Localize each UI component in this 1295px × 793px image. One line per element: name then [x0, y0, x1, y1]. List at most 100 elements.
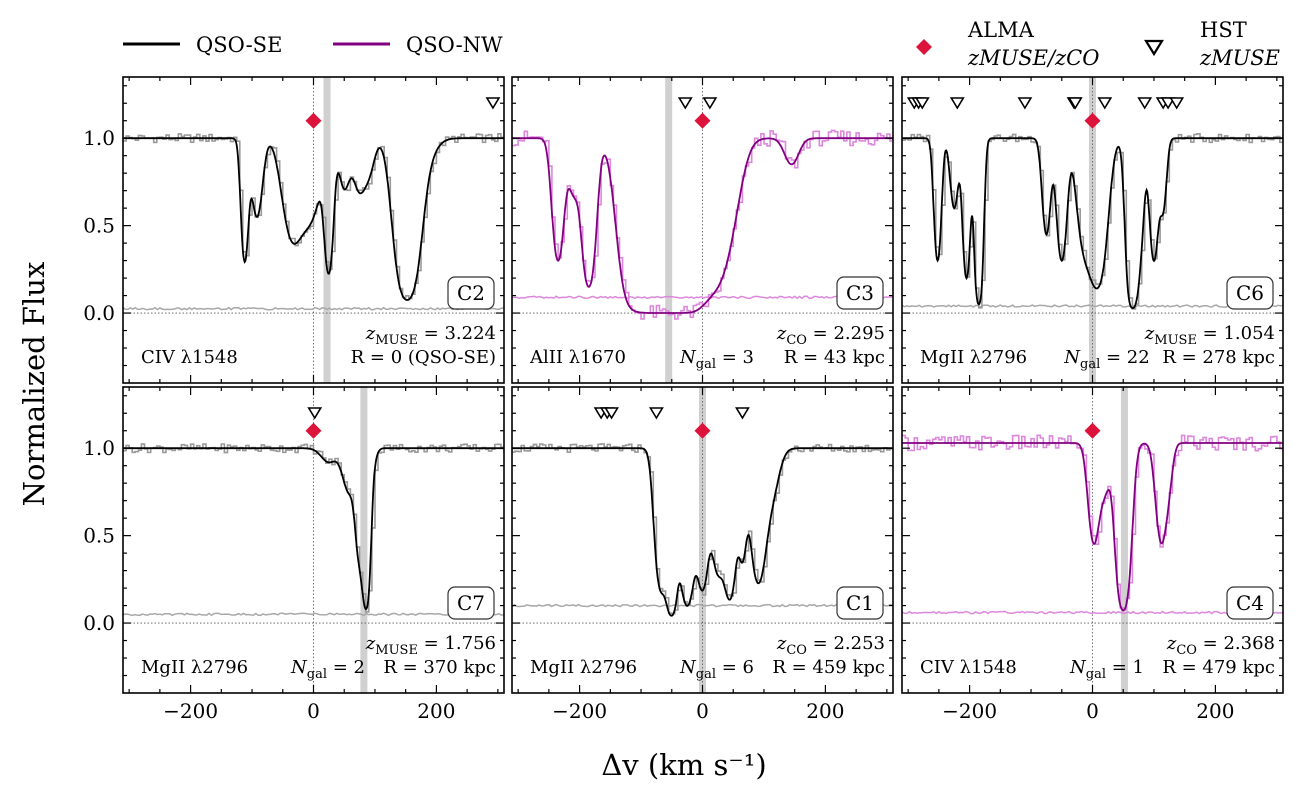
model-fit: [123, 137, 504, 301]
transition-label: MgII λ2796: [141, 657, 248, 678]
panel-id-label: C7: [457, 591, 485, 615]
panel-id-label: C6: [1236, 281, 1264, 305]
hst-marker: [949, 97, 965, 110]
hst-marker: [735, 407, 750, 420]
error-spectrum: [123, 306, 504, 311]
legend-alma-title: ALMA: [967, 18, 1035, 42]
alma-marker: [694, 422, 711, 439]
hst-marker: [702, 97, 718, 110]
panel-plot-area: [512, 77, 893, 383]
velocity-shade: [665, 77, 673, 383]
transition-label: CIV λ1548: [920, 657, 1017, 678]
y-tick-label: 1.0: [83, 126, 115, 150]
y-tick-label: 0.0: [83, 611, 115, 635]
x-tick-label: −200: [163, 699, 218, 723]
hst-marker: [1017, 97, 1033, 110]
panel-id-box: [836, 276, 884, 310]
legend-hst-title: HST: [1200, 18, 1247, 42]
hst-marker: [1137, 97, 1153, 110]
hst-marker: [1067, 97, 1083, 110]
panel-plot-area: [902, 387, 1283, 693]
hst-triangle-icon: [1144, 39, 1164, 57]
alma-marker: [305, 112, 322, 129]
alma-marker: [1084, 112, 1101, 129]
y-tick-label: 0.0: [83, 301, 115, 325]
panel-id-box: [1226, 276, 1274, 310]
legend: QSO-SE QSO-NW ALMA zMUSE/zCO HST zMUSE: [123, 18, 1280, 70]
error-spectrum: [902, 610, 1283, 615]
error-spectrum: [512, 603, 893, 608]
panel-id-label: C4: [1236, 591, 1264, 615]
transition-label: MgII λ2796: [530, 657, 637, 678]
impact-parameter-label: R = 459 kpc: [772, 657, 885, 678]
impact-parameter-label: R = 0 (QSO-SE): [351, 347, 496, 368]
x-tick-label: 200: [806, 699, 844, 723]
impact-parameter-label: R = 370 kpc: [383, 657, 496, 678]
x-tick-label: 200: [417, 699, 455, 723]
data-spectrum: [902, 434, 1283, 611]
x-tick-label: −200: [552, 699, 607, 723]
panel-id-label: C3: [846, 281, 874, 305]
redshift-label: zMUSE = 1.054: [1144, 323, 1275, 348]
y-tick-label: 0.5: [83, 214, 115, 238]
transition-label: CIV λ1548: [141, 347, 238, 368]
error-spectrum: [512, 295, 893, 300]
hst-marker: [677, 97, 693, 110]
redshift-label: zCO = 2.253: [776, 633, 885, 658]
velocity-shade: [323, 77, 331, 383]
data-spectrum: [123, 443, 504, 613]
hst-marker: [1160, 97, 1176, 110]
hst-marker: [648, 407, 664, 420]
velocity-shade: [1120, 387, 1128, 693]
y-tick-label: 0.5: [83, 524, 115, 548]
hst-marker: [1097, 97, 1113, 110]
hst-marker: [1169, 97, 1185, 110]
impact-parameter-label: R = 479 kpc: [1162, 657, 1275, 678]
hst-marker: [307, 407, 323, 420]
impact-parameter-label: R = 43 kpc: [784, 347, 885, 368]
velocity-shade: [1089, 77, 1096, 383]
data-spectrum: [902, 133, 1283, 310]
panel-plot-area: [512, 387, 893, 693]
legend-qso-se-label: QSO-SE: [196, 33, 282, 57]
alma-marker: [694, 112, 711, 129]
data-spectrum: [123, 133, 504, 300]
x-tick-label: 0: [1086, 699, 1099, 723]
x-tick-label: −200: [942, 699, 997, 723]
panel-id-box: [447, 586, 495, 620]
velocity-shade: [699, 387, 706, 693]
panel-plot-area: [123, 77, 504, 383]
hst-marker: [485, 97, 501, 110]
legend-hst-sub: zMUSE: [1199, 46, 1280, 70]
x-axis-title: Δv (km s⁻¹): [601, 748, 766, 782]
alma-marker: [1084, 422, 1101, 439]
ngal-label: Ngal = 1: [1069, 657, 1144, 682]
redshift-label: zCO = 2.295: [776, 323, 885, 348]
panel-id-label: C1: [846, 591, 874, 615]
x-tick-label: 0: [307, 699, 320, 723]
x-tick-label: 200: [1196, 699, 1234, 723]
transition-label: AlII λ1670: [529, 347, 626, 368]
y-axis-title: Normalized Flux: [17, 262, 51, 507]
alma-marker: [305, 422, 322, 439]
error-spectrum: [902, 304, 1283, 308]
hst-marker: [914, 97, 930, 110]
y-tick-label: 1.0: [83, 436, 115, 460]
error-spectrum: [123, 612, 504, 617]
transition-label: MgII λ2796: [920, 347, 1027, 368]
legend-qso-nw-label: QSO-NW: [406, 33, 503, 57]
model-fit: [902, 137, 1283, 309]
hst-marker: [604, 407, 619, 420]
alma-diamond-icon: [916, 39, 932, 55]
redshift-label: zCO = 2.368: [1166, 633, 1275, 658]
x-tick-label: 0: [696, 699, 709, 723]
model-fit: [512, 447, 893, 617]
ngal-label: Ngal = 6: [679, 657, 754, 682]
data-spectrum: [512, 129, 893, 320]
velocity-shade: [360, 387, 368, 693]
